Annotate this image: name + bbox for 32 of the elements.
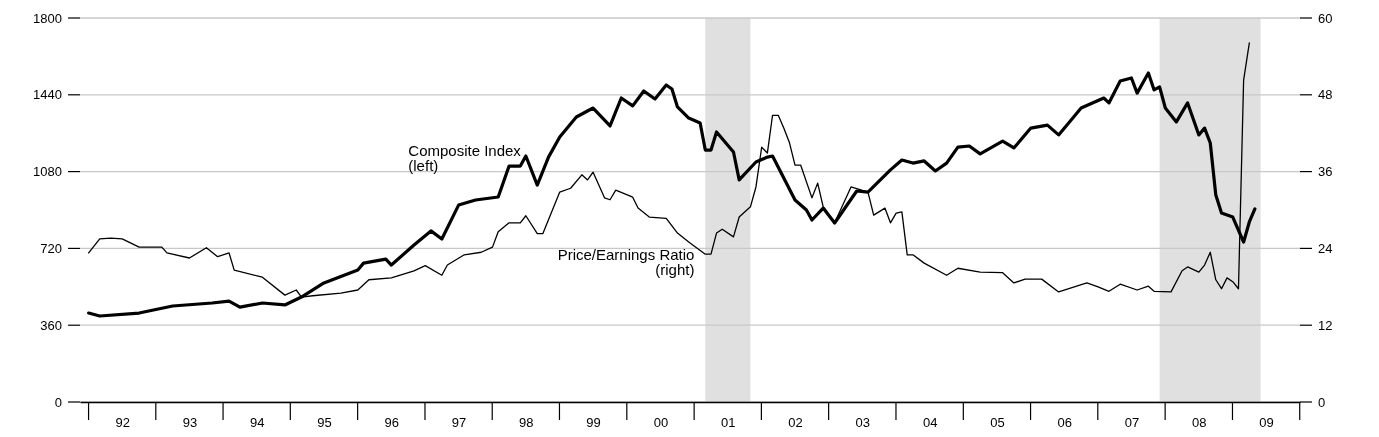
x-tick-label: 99 xyxy=(586,415,601,431)
x-tick-label: 97 xyxy=(451,415,467,431)
x-tick-label: 05 xyxy=(990,415,1005,431)
series-label: Composite Index (left) xyxy=(408,142,522,175)
y-tick-label: 720 xyxy=(40,240,62,256)
x-tick-label: 94 xyxy=(249,415,265,431)
x-tick-label: 09 xyxy=(1259,415,1274,431)
x-tick-label: 04 xyxy=(922,415,938,431)
x-tick-label: 02 xyxy=(788,415,803,431)
y-tick-label: 0 xyxy=(54,394,62,410)
x-tick-label: 01 xyxy=(721,415,736,431)
y2-tick-label: 24 xyxy=(1318,240,1333,256)
y-tick-label: 1800 xyxy=(33,10,62,26)
x-tick-label: 95 xyxy=(317,415,332,431)
y-tick-label: 1440 xyxy=(33,87,62,103)
x-tick-label: 08 xyxy=(1192,415,1207,431)
y-tick-label: 360 xyxy=(40,317,62,333)
y2-tick-label: 48 xyxy=(1318,87,1333,103)
x-tick-label: 93 xyxy=(182,415,198,431)
x-tick-label: 00 xyxy=(653,415,669,431)
y2-tick-label: 0 xyxy=(1318,394,1326,410)
x-tick-label: 03 xyxy=(855,415,870,431)
x-tick-label: 07 xyxy=(1124,415,1140,431)
x-tick-label: 06 xyxy=(1057,415,1072,431)
y-tick-label: 1080 xyxy=(33,164,62,180)
y2-tick-label: 36 xyxy=(1318,164,1333,180)
y2-tick-label: 12 xyxy=(1318,317,1333,333)
x-tick-label: 96 xyxy=(384,415,400,431)
y2-tick-label: 60 xyxy=(1318,10,1333,26)
x-tick-label: 92 xyxy=(115,415,130,431)
series-label: Price/Earnings Ratio (right) xyxy=(557,245,695,278)
x-tick-label: 98 xyxy=(519,415,534,431)
